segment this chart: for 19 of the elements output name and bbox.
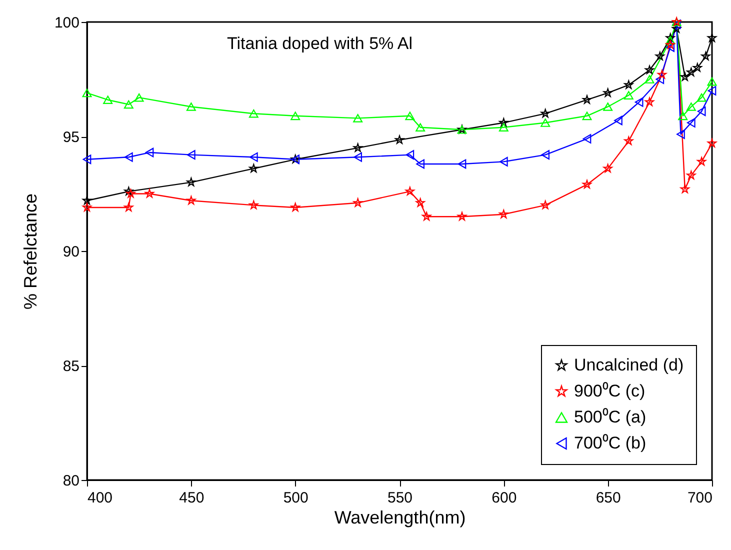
- x-tick-label: 400: [88, 490, 113, 506]
- y-tick-label: 80: [62, 472, 80, 490]
- x-axis-title: Wavelength(nm): [334, 508, 466, 528]
- legend-label: Uncalcined (d): [574, 356, 684, 374]
- x-tick-label: 550: [387, 490, 413, 506]
- y-tick-label: 85: [62, 358, 80, 375]
- legend-label: 900⁰C (c): [574, 382, 646, 400]
- y-tick-label: 90: [62, 244, 80, 260]
- x-tick-label: 700: [687, 490, 712, 506]
- y-tick-label: 95: [62, 129, 80, 146]
- x-tick-label: 600: [492, 490, 517, 506]
- legend-label: 700⁰C (b): [574, 434, 646, 452]
- y-tick-label: 100: [54, 14, 80, 32]
- x-tick-label: 650: [596, 490, 621, 506]
- x-tick-label: 450: [179, 490, 204, 506]
- legend-label: 500⁰C (a): [574, 408, 646, 426]
- y-axis-title: % Refelctance: [20, 193, 40, 310]
- x-tick-label: 500: [283, 490, 308, 506]
- annotation: Titania doped with 5% Al: [227, 34, 413, 53]
